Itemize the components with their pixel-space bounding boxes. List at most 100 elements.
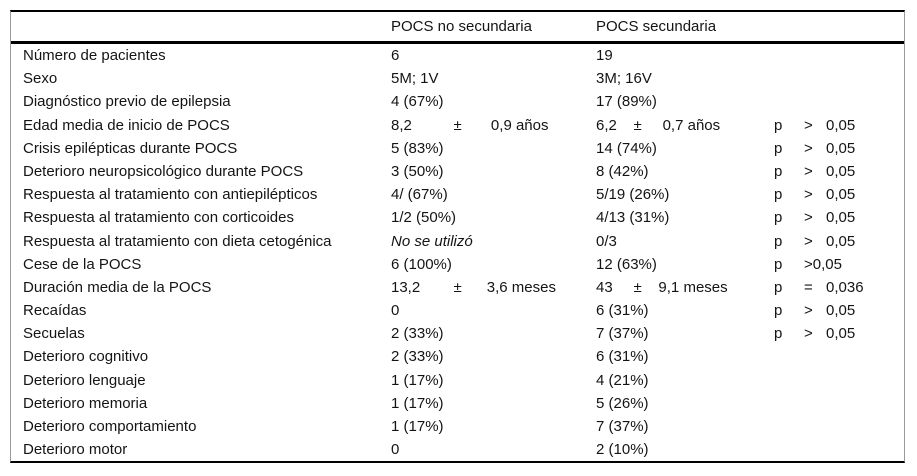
row-label: Diagnóstico previo de epilepsia bbox=[23, 93, 231, 111]
table-row: Crisis epilépticas durante POCS 5 (83%) … bbox=[11, 137, 904, 160]
table-row: Deterioro lenguaje 1 (17%) 4 (21%) bbox=[11, 369, 904, 392]
secundaria-value: 5 (26%) bbox=[596, 394, 649, 412]
table-row: Respuesta al tratamiento con dieta cetog… bbox=[11, 230, 904, 253]
no-secundaria-value: 1/2 (50%) bbox=[391, 209, 457, 227]
row-label: Respuesta al tratamiento con antiepilépt… bbox=[23, 186, 318, 204]
table-row: Sexo 5M; 1V 3M; 16V bbox=[11, 67, 904, 90]
row-label: Respuesta al tratamiento con dieta cetog… bbox=[23, 232, 332, 250]
p-operator: = bbox=[804, 278, 813, 296]
table-row: Secuelas 2 (33%) 7 (37%) p > 0,05 bbox=[11, 322, 904, 345]
row-label: Deterioro motor bbox=[23, 441, 128, 459]
secundaria-value: 43 ± 9,1 meses bbox=[596, 278, 728, 296]
p-value: 0,05 bbox=[826, 325, 856, 343]
p-symbol: p bbox=[774, 186, 783, 204]
row-label: Sexo bbox=[23, 70, 58, 88]
row-label: Recaídas bbox=[23, 302, 87, 320]
table-row: Deterioro neuropsicológico durante POCS … bbox=[11, 160, 904, 183]
secundaria-value: 4 (21%) bbox=[596, 371, 649, 389]
no-secundaria-value: 8,2 ± 0,9 años bbox=[391, 116, 549, 134]
p-operator: > bbox=[804, 186, 813, 204]
secundaria-value: 0/3 bbox=[596, 232, 617, 250]
table-header-row: POCS no secundaria POCS secundaria bbox=[11, 12, 904, 44]
no-secundaria-value: 2 (33%) bbox=[391, 348, 444, 366]
row-label: Deterioro lenguaje bbox=[23, 371, 146, 389]
p-value: 0,05 bbox=[826, 139, 856, 157]
p-value: 0,05 bbox=[826, 209, 856, 227]
secundaria-value: 5/19 (26%) bbox=[596, 186, 670, 204]
no-secundaria-value: 4 (67%) bbox=[391, 93, 444, 111]
p-symbol: p bbox=[774, 232, 783, 250]
no-secundaria-value: 5M; 1V bbox=[391, 70, 439, 88]
secundaria-value: 8 (42%) bbox=[596, 162, 649, 180]
secundaria-value: 2 (10%) bbox=[596, 441, 649, 459]
no-secundaria-value: 0 bbox=[391, 302, 400, 320]
secundaria-value: 14 (74%) bbox=[596, 139, 657, 157]
table-row: Deterioro memoria 1 (17%) 5 (26%) bbox=[11, 392, 904, 415]
p-value: 0,05 bbox=[826, 302, 856, 320]
p-symbol: p bbox=[774, 139, 783, 157]
secundaria-value: 19 bbox=[596, 47, 613, 64]
p-symbol: p bbox=[774, 209, 783, 227]
p-value: 0,036 bbox=[826, 278, 864, 296]
p-symbol: p bbox=[774, 116, 783, 134]
p-operator: > bbox=[804, 302, 813, 320]
row-label: Respuesta al tratamiento con corticoides bbox=[23, 209, 294, 227]
p-operator: >0,05 bbox=[804, 255, 842, 273]
no-secundaria-value: 1 (17%) bbox=[391, 394, 444, 412]
p-value: 0,05 bbox=[826, 116, 856, 134]
column-header-pocs-secundaria: POCS secundaria bbox=[596, 18, 717, 35]
no-secundaria-value: 6 (100%) bbox=[391, 255, 452, 273]
no-secundaria-value: 4/ (67%) bbox=[391, 186, 448, 204]
no-secundaria-value: 2 (33%) bbox=[391, 325, 444, 343]
table-row: Respuesta al tratamiento con corticoides… bbox=[11, 206, 904, 229]
p-operator: > bbox=[804, 162, 813, 180]
table-row: Cese de la POCS 6 (100%) 12 (63%) p >0,0… bbox=[11, 253, 904, 276]
table-row: Deterioro cognitivo 2 (33%) 6 (31%) bbox=[11, 345, 904, 368]
p-symbol: p bbox=[774, 278, 783, 296]
secundaria-value: 3M; 16V bbox=[596, 70, 652, 88]
p-symbol: p bbox=[774, 302, 783, 320]
row-label: Deterioro comportamiento bbox=[23, 418, 197, 435]
table-row: Deterioro comportamiento 1 (17%) 7 (37%) bbox=[11, 415, 904, 438]
secundaria-value: 7 (37%) bbox=[596, 325, 649, 343]
secundaria-value: 6 (31%) bbox=[596, 302, 649, 320]
secundaria-value: 7 (37%) bbox=[596, 418, 649, 435]
p-operator: > bbox=[804, 232, 813, 250]
row-label: Edad media de inicio de POCS bbox=[23, 116, 230, 134]
column-header-pocs-no-secundaria: POCS no secundaria bbox=[391, 18, 532, 35]
row-label: Deterioro memoria bbox=[23, 394, 148, 412]
row-label: Secuelas bbox=[23, 325, 85, 343]
secundaria-value: 4/13 (31%) bbox=[596, 209, 670, 227]
p-operator: > bbox=[804, 209, 813, 227]
secundaria-value: 6 (31%) bbox=[596, 348, 649, 366]
no-secundaria-value: 1 (17%) bbox=[391, 371, 444, 389]
row-label: Deterioro neuropsicológico durante POCS bbox=[23, 162, 304, 180]
table-row: Duración media de la POCS 13,2 ± 3,6 mes… bbox=[11, 276, 904, 299]
secundaria-value: 12 (63%) bbox=[596, 255, 657, 273]
p-operator: > bbox=[804, 116, 813, 134]
row-label: Cese de la POCS bbox=[23, 255, 142, 273]
no-secundaria-value: 0 bbox=[391, 441, 400, 459]
table-row: Número de pacientes 6 19 bbox=[11, 44, 904, 67]
row-label: Deterioro cognitivo bbox=[23, 348, 149, 366]
row-label: Duración media de la POCS bbox=[23, 278, 212, 296]
table-row: Edad media de inicio de POCS 8,2 ± 0,9 a… bbox=[11, 114, 904, 137]
row-label: Crisis epilépticas durante POCS bbox=[23, 139, 238, 157]
p-value: 0,05 bbox=[826, 162, 856, 180]
p-operator: > bbox=[804, 139, 813, 157]
no-secundaria-value: No se utilizó bbox=[391, 232, 473, 250]
table-row: Diagnóstico previo de epilepsia 4 (67%) … bbox=[11, 90, 904, 113]
p-symbol: p bbox=[774, 162, 783, 180]
no-secundaria-value: 5 (83%) bbox=[391, 139, 444, 157]
no-secundaria-value: 3 (50%) bbox=[391, 162, 444, 180]
table-row: Recaídas 0 6 (31%) p > 0,05 bbox=[11, 299, 904, 322]
table-row: Respuesta al tratamiento con antiepilépt… bbox=[11, 183, 904, 206]
p-symbol: p bbox=[774, 255, 783, 273]
no-secundaria-value: 13,2 ± 3,6 meses bbox=[391, 278, 556, 296]
secundaria-value: 6,2 ± 0,7 años bbox=[596, 116, 721, 134]
p-value: 0,05 bbox=[826, 232, 856, 250]
table-row: Deterioro motor 0 2 (10%) bbox=[11, 438, 904, 461]
p-operator: > bbox=[804, 325, 813, 343]
no-secundaria-value: 1 (17%) bbox=[391, 418, 444, 435]
secundaria-value: 17 (89%) bbox=[596, 93, 657, 111]
